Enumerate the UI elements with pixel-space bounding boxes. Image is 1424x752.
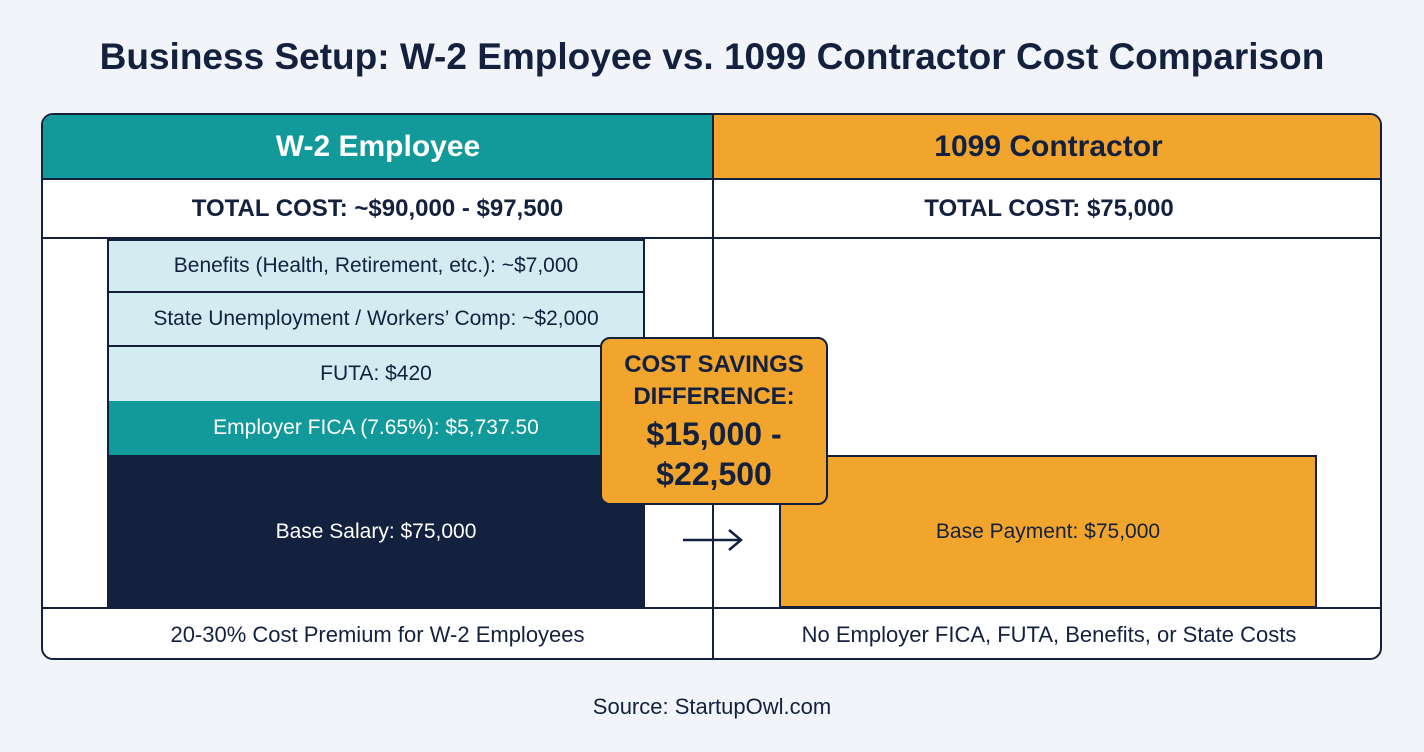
contractor-footer-note: No Employer FICA, FUTA, Benefits, or Sta…	[801, 621, 1297, 647]
comparison-table: W-2 Employee 1099 Contractor TOTAL COST:…	[41, 113, 1382, 660]
savings-amount-line1: $15,000 -	[646, 416, 782, 452]
total-divider	[43, 237, 1380, 239]
contractor-total-cost: TOTAL COST: $75,000	[924, 194, 1174, 222]
benefits-block: Benefits (Health, Retirement, etc.): ~$7…	[107, 239, 645, 293]
header-divider	[43, 178, 1380, 180]
arrow-right-icon	[683, 529, 743, 551]
contractor-header: 1099 Contractor	[713, 115, 1380, 179]
employee-total-cost: TOTAL COST: ~$90,000 - $97,500	[191, 194, 564, 222]
savings-label-line1: COST SAVINGS	[624, 351, 804, 378]
employee-header: W-2 Employee	[43, 115, 713, 179]
savings-label-line2: DIFFERENCE:	[633, 383, 795, 410]
employee-footer-note: 20-30% Cost Premium for W-2 Employees	[170, 621, 585, 647]
base-salary-block: Base Salary: $75,000	[107, 455, 645, 608]
employer-fica-block: Employer FICA (7.65%): $5,737.50	[107, 401, 645, 455]
page-title: Business Setup: W-2 Employee vs. 1099 Co…	[99, 36, 1325, 77]
savings-amount-line2: $22,500	[656, 456, 772, 492]
futa-block: FUTA: $420	[107, 345, 645, 403]
base-payment-block: Base Payment: $75,000	[779, 455, 1317, 608]
cost-savings-callout: COST SAVINGS DIFFERENCE: $15,000 - $22,5…	[600, 337, 828, 505]
state-unemployment-block: State Unemployment / Workers’ Comp: ~$2,…	[107, 291, 645, 347]
source-note: Source: StartupOwl.com	[592, 694, 832, 719]
footer-divider	[43, 607, 1380, 609]
